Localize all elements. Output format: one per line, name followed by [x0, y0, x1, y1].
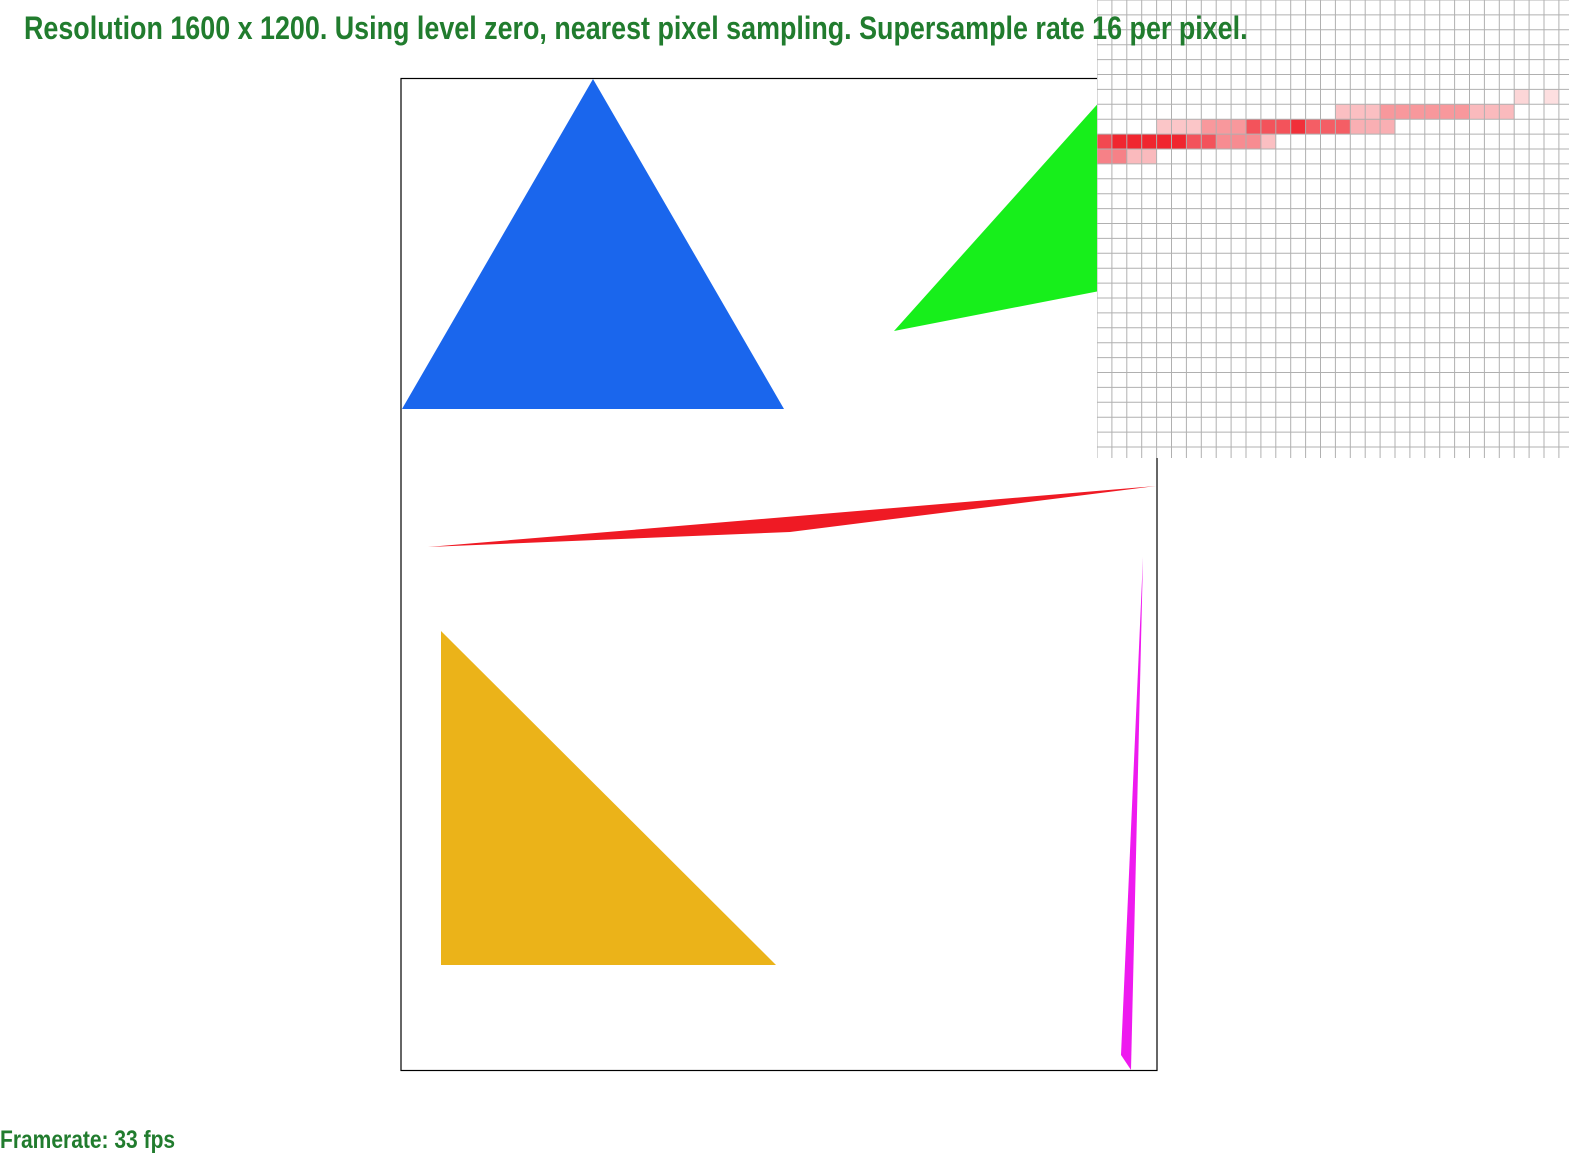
canvas-border: [400, 77, 1158, 1072]
zoom-pixel-cell: [1380, 104, 1395, 120]
zoom-pixel-cell: [1320, 119, 1336, 135]
zoom-pixel-cell: [1097, 134, 1112, 149]
blue-triangle: [402, 79, 784, 409]
zoom-pixel-cell: [1171, 119, 1187, 135]
zoom-pixel-cell: [1380, 119, 1395, 135]
zoom-pixel-cell: [1484, 104, 1500, 120]
zoom-pixel-cell: [1111, 149, 1127, 164]
zoom-pixel-cell: [1260, 134, 1276, 149]
magenta-sliver-triangle: [1121, 557, 1143, 1070]
zoom-pixel-cell: [1231, 119, 1246, 135]
zoom-pixel-cell: [1260, 119, 1276, 135]
zoom-pixel-cell: [1186, 119, 1202, 135]
zoom-pixel-cell: [1216, 119, 1232, 135]
zoom-pixel-cell: [1201, 134, 1217, 149]
zoom-pixel-cell: [1544, 89, 1559, 105]
zoom-pixel-cell: [1097, 149, 1112, 164]
framerate-readout: Framerate: 33 fps: [0, 1126, 176, 1154]
zoom-pixel-cell: [1395, 104, 1410, 120]
zoom-pixel-cell: [1439, 104, 1455, 120]
zoom-pixel-cell: [1424, 104, 1440, 120]
zoom-pixel-cell: [1290, 119, 1306, 135]
zoom-pixel-cell: [1111, 134, 1127, 149]
zoom-pixel-cell: [1216, 134, 1232, 149]
red-sliver-triangle: [428, 486, 1156, 547]
zoom-pixel-cell: [1335, 104, 1351, 120]
zoom-pixel-cell: [1365, 119, 1381, 135]
zoom-pixel-cell: [1126, 149, 1142, 164]
zoom-pixel-cell: [1409, 104, 1425, 120]
zoom-pixel-cell: [1469, 104, 1485, 120]
zoom-inset: [1097, 0, 1569, 458]
zoom-inset-background: [1097, 0, 1569, 458]
zoom-pixel-cell: [1454, 104, 1470, 120]
zoom-pixel-grid: [1097, 0, 1569, 458]
zoom-pixel-cell: [1365, 104, 1381, 120]
zoom-pixel-cell: [1350, 104, 1366, 120]
zoom-pixel-cell: [1514, 89, 1530, 105]
zoom-pixel-cell: [1231, 134, 1246, 149]
zoom-pixel-cell: [1201, 119, 1217, 135]
zoom-pixel-cell: [1156, 134, 1172, 149]
zoom-pixel-cell: [1246, 119, 1261, 135]
zoom-pixel-cell: [1246, 134, 1261, 149]
zoom-pixel-cell: [1275, 119, 1291, 135]
green-triangle: [894, 79, 1156, 331]
zoom-pixel-cell: [1350, 119, 1366, 135]
zoom-pixel-cell: [1335, 119, 1351, 135]
zoom-pixel-cell: [1186, 134, 1202, 149]
zoom-pixel-cell: [1171, 134, 1187, 149]
status-title: Resolution 1600 x 1200. Using level zero…: [24, 10, 1248, 46]
zoom-pixel-cell: [1499, 104, 1515, 120]
zoom-pixel-cell: [1141, 134, 1157, 149]
zoom-highlight-cells: [1097, 89, 1559, 164]
gold-triangle: [441, 631, 776, 965]
zoom-pixel-cell: [1126, 134, 1142, 149]
zoom-pixel-cell: [1141, 149, 1157, 164]
zoom-pixel-cell: [1305, 119, 1321, 135]
zoom-pixel-cell: [1156, 119, 1172, 135]
